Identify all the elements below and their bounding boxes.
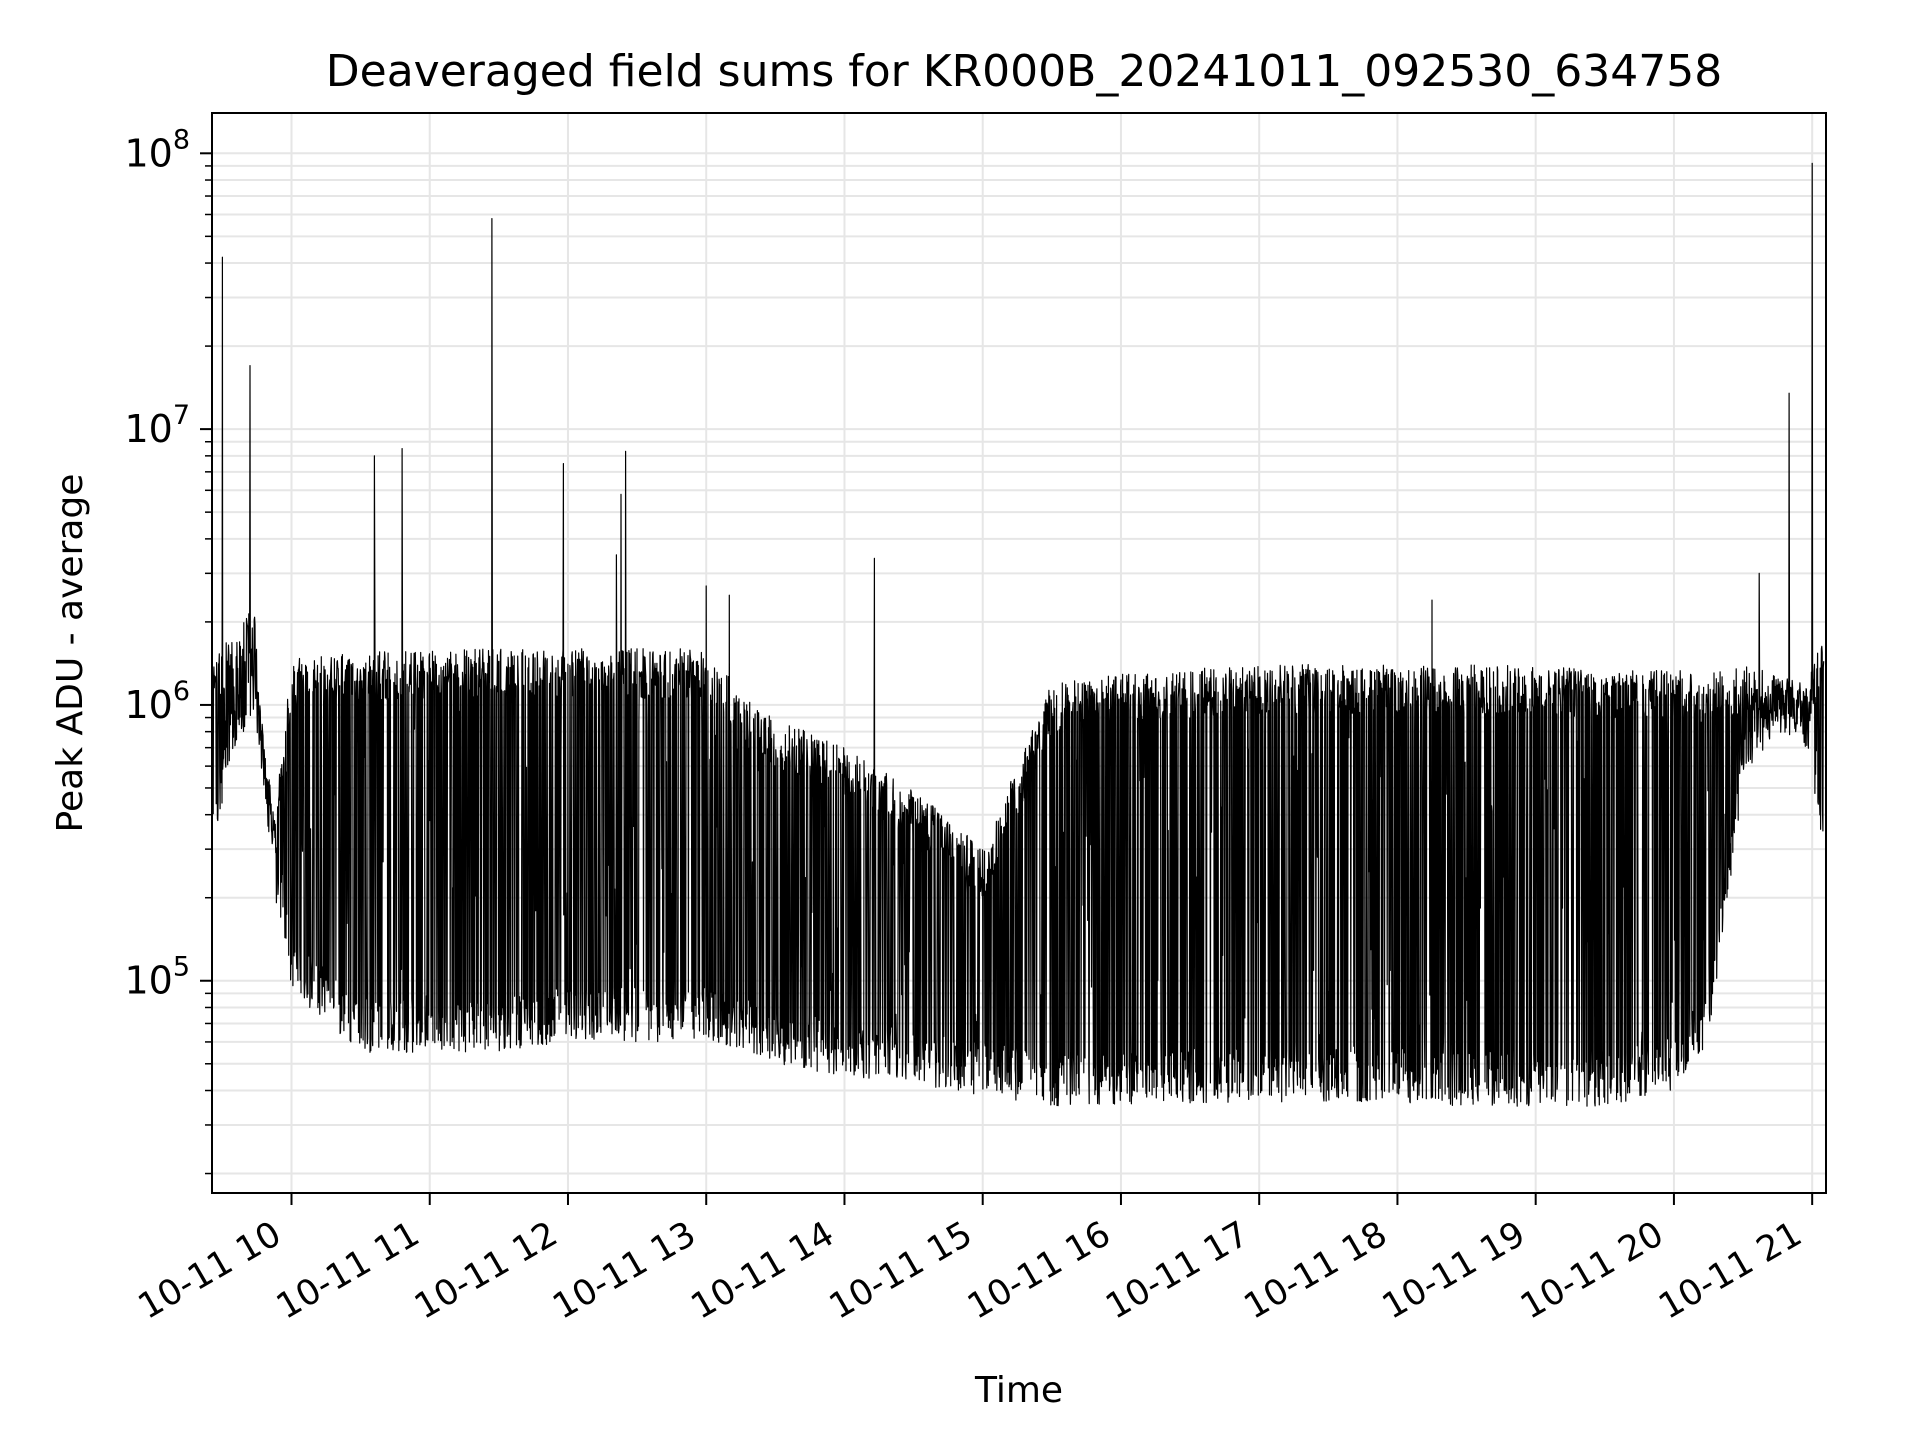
y-tick-label: 105 <box>124 952 190 1003</box>
plot-area-frame <box>211 112 1827 1194</box>
y-tick-label: 106 <box>124 676 190 727</box>
data-line <box>212 162 1825 1107</box>
axis-ticks <box>200 152 1814 1205</box>
y-tick-label: 108 <box>124 124 190 175</box>
y-axis-label: Peak ADU - average <box>50 474 91 833</box>
data-series <box>212 162 1825 1107</box>
chart-title: Deaveraged field sums for KR000B_2024101… <box>326 46 1722 97</box>
x-axis-label: Time <box>974 1370 1063 1411</box>
y-tick-label: 107 <box>124 400 190 451</box>
